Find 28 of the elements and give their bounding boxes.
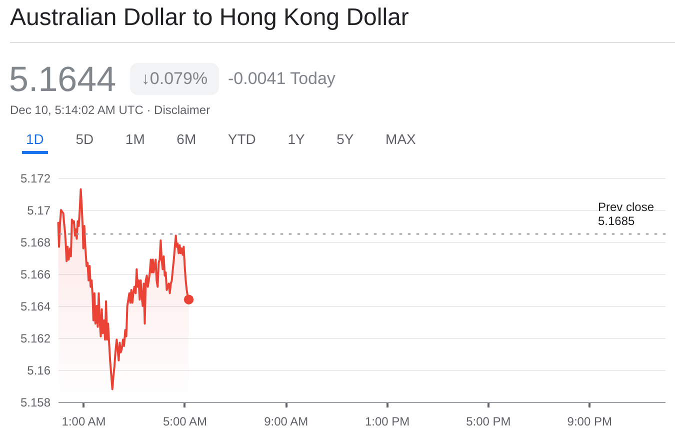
y-tick-label: 5.164 (20, 300, 51, 314)
text: 1D (22, 131, 48, 154)
y-tick-label: 5.17 (27, 204, 51, 218)
y-tick-label: 5.16 (27, 364, 51, 378)
text: 5.1644 (9, 60, 116, 100)
text: ↓0.079% (130, 63, 219, 95)
x-tick-label: 1:00 PM (364, 414, 410, 428)
text: 1Y (286, 131, 306, 149)
x-tick-label: 5:00 AM (162, 414, 207, 428)
text: 1M (124, 131, 146, 149)
y-tick-label: 5.162 (20, 332, 51, 346)
y-tick-label: 5.158 (20, 396, 51, 410)
y-tick-label: 5.166 (20, 268, 51, 282)
text: Dec 10, 5:14:02 AM UTC · Disclaimer (10, 103, 210, 117)
x-tick-label: 9:00 PM (567, 414, 612, 428)
text: MAX (384, 131, 417, 149)
text: 5D (74, 131, 95, 149)
y-tick-label: 5.168 (20, 236, 51, 250)
chart-title: Australian Dollar to Hong Kong Dollar (10, 4, 409, 32)
ref-line-label: Prev close 5.1685 (598, 200, 654, 228)
text: 6M (176, 131, 198, 149)
x-tick-label: 9:00 AM (264, 414, 308, 428)
y-tick-label: 5.172 (20, 172, 51, 186)
text: -0.0041 Today (228, 69, 336, 89)
x-tick-label: 1:00 AM (62, 414, 106, 428)
x-tick-label: 5:00 PM (466, 414, 511, 428)
text: YTD (226, 131, 257, 149)
text: 5Y (336, 131, 355, 149)
